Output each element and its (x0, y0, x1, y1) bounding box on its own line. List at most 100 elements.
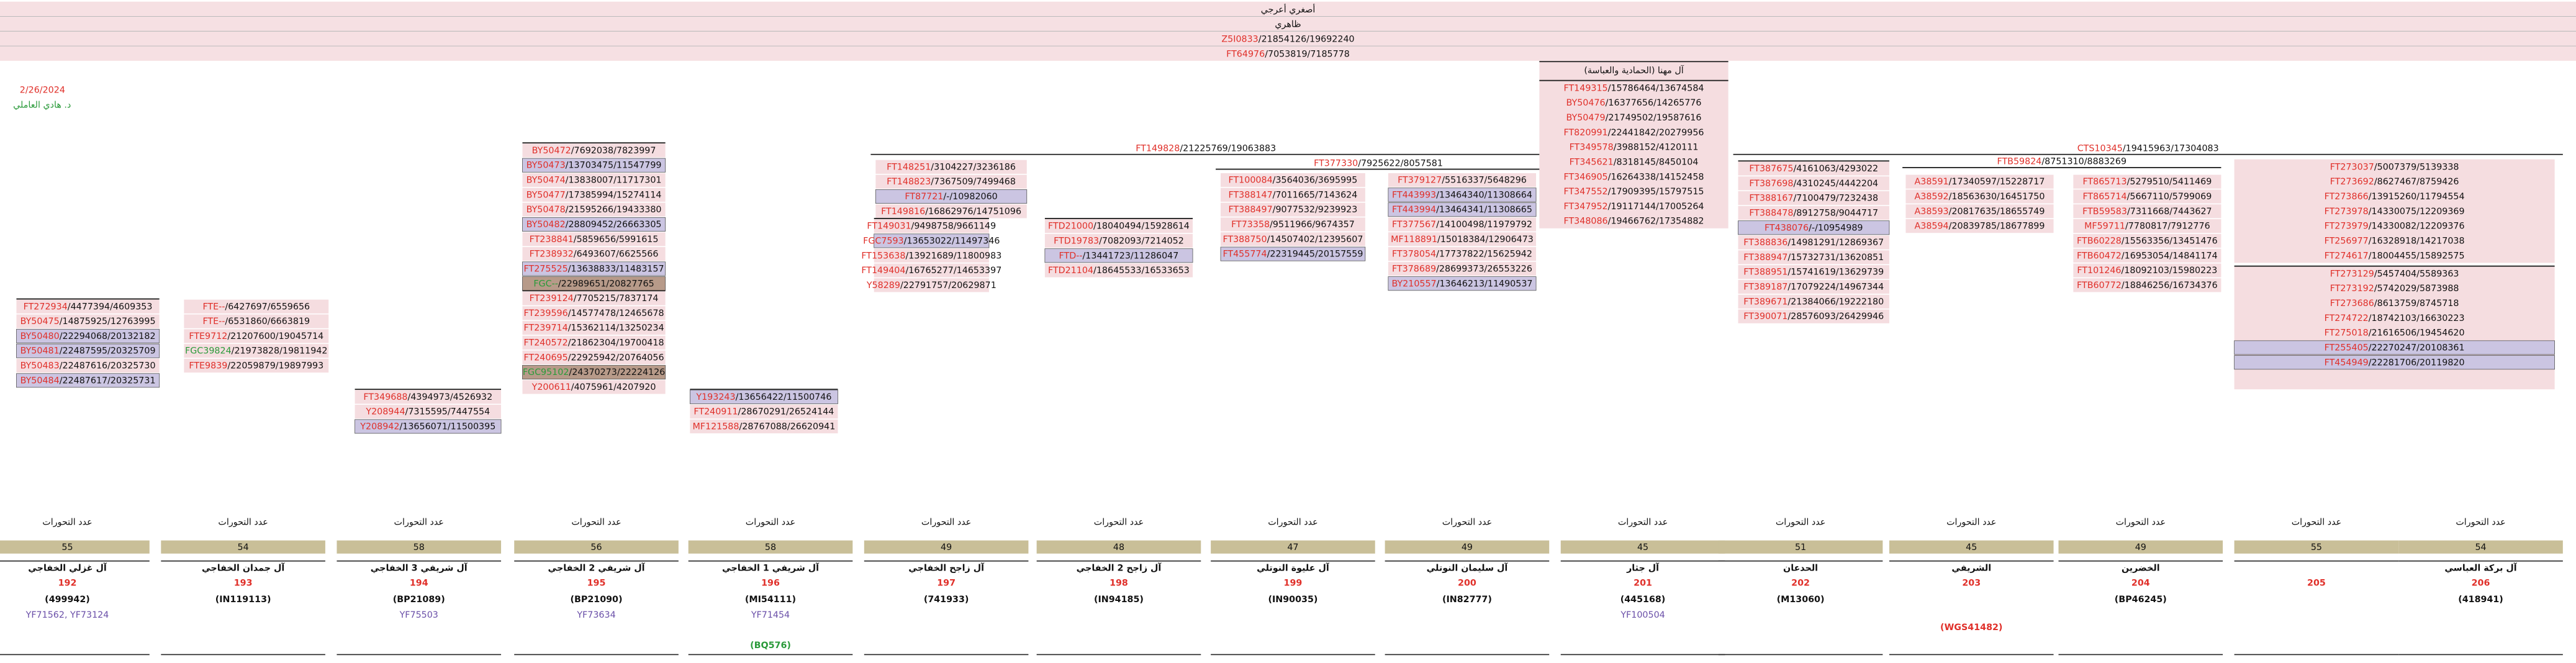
code: FT255405 (2325, 343, 2369, 353)
code: (MI54111) (745, 595, 796, 605)
count: 51 (1795, 543, 1806, 552)
position: /7780817/7912776 (2125, 222, 2210, 232)
position: /5742029/5873988 (2374, 284, 2459, 294)
entry-bg (355, 390, 502, 404)
position: /9077532/9239923 (1273, 205, 1358, 215)
name: آل جثار (1626, 562, 1660, 574)
code: FT273686 (2330, 299, 2374, 309)
position: /18742103/16630223 (2369, 313, 2465, 323)
entry: BY50476/16377656/14265776 (1566, 98, 1702, 108)
entry-bg (2073, 263, 2221, 277)
code: MF59711 (2084, 222, 2125, 232)
position: /28576093/26429946 (1787, 312, 1884, 322)
entry: FT101246/18092103/15980223 (2077, 266, 2217, 276)
entry: FT865713/5279510/5411469 (2082, 177, 2212, 187)
position: /8318145/8450104 (1614, 157, 1699, 167)
entry-bg (184, 358, 329, 373)
entry-bg (1388, 173, 1537, 187)
position: /13441723/11286047 (1083, 251, 1179, 261)
entry-bg (184, 344, 329, 358)
header-subtitle: ظاهري (1275, 20, 1301, 30)
entry: FT388951/15741619/13629739 (1743, 268, 1884, 277)
entry-bg (1220, 246, 1366, 261)
position: /21862304/19700418 (568, 338, 664, 348)
code: (445168) (1620, 595, 1666, 605)
entry: FGC--/22989651/20827765 (533, 279, 654, 289)
count-box (1036, 540, 1201, 554)
entry: FTD21000/18040494/15928614 (1048, 222, 1190, 232)
entry-bg (1044, 219, 1193, 233)
number: 195 (587, 578, 606, 588)
entry: FT348086/19466762/17354882 (1564, 217, 1704, 227)
entry-bg (689, 389, 838, 404)
position: /17909395/15797515 (1608, 187, 1704, 197)
header-row: Z5I0833/21854126/19692240 (1221, 35, 1354, 45)
entry-bg (874, 248, 989, 263)
columns-label: عدد التحورات (42, 517, 92, 527)
entry: FT275525/13638833/11483157 (524, 264, 664, 274)
entry: FT238932/6493607/6625566 (530, 250, 659, 259)
code: FT273979 (2325, 222, 2369, 232)
code: FT387675 (1749, 164, 1793, 174)
entry-bg (1388, 187, 1537, 202)
code: FT87721 (905, 192, 943, 202)
position: /22059879/19897993 (227, 361, 323, 371)
entry-bg (522, 187, 666, 202)
code: FTD19783 (1054, 236, 1099, 246)
code: FT454949 (2325, 358, 2369, 368)
name: الخضرين (2122, 564, 2160, 574)
code: FT273192 (2330, 284, 2374, 294)
entry-bg (522, 321, 666, 335)
entry: MF59711/7780817/7912776 (2084, 222, 2210, 232)
position: /18645533/16533653 (1093, 266, 1190, 276)
entry: BY50481/22487595/20325709 (20, 346, 156, 356)
position: /18846256/16734376 (2122, 281, 2218, 291)
entry: BY210557/13646213/11490537 (1391, 279, 1532, 289)
number: 199 (1284, 578, 1303, 588)
code: FT273866 (2325, 192, 2369, 202)
entry: FT379127/5516337/5648296 (1398, 176, 1527, 186)
entry: FT240572/21862304/19700418 (524, 338, 664, 348)
entry: FGC39824/21973828/19811942 (185, 346, 327, 356)
number: 192 (58, 578, 77, 588)
code: BY50472 (532, 146, 571, 156)
name: آل عليوة النوتلي (1257, 562, 1330, 574)
code: A38594 (1914, 222, 1948, 232)
entry: FT273692/8627467/8759426 (2330, 177, 2459, 187)
code: FT238932 (530, 250, 574, 259)
entry-bg (522, 335, 666, 350)
entry-bg (522, 217, 666, 232)
count-box (1385, 540, 1550, 554)
code: FT100084 (1229, 176, 1273, 186)
position: /7692038/7823997 (571, 146, 656, 156)
position: /13653022/11497346 (904, 236, 1000, 246)
entry-bg (1044, 263, 1193, 277)
entry-bg (355, 419, 502, 434)
position: /18563630/16451750 (1949, 192, 2045, 202)
code: FT274617 (2325, 251, 2369, 261)
entry: FT87721/-/10982060 (905, 192, 997, 202)
entry: A38593/20817635/18655749 (1914, 207, 2045, 217)
entry-bg (690, 419, 838, 434)
entry-bg (522, 306, 666, 320)
entry-bg (522, 350, 666, 364)
position: /21973828/19811942 (232, 346, 328, 356)
count-box (2058, 540, 2223, 554)
entry-bg (2073, 174, 2221, 189)
position: /15563356/13451476 (2122, 236, 2218, 246)
position: /15362114/13250234 (568, 323, 664, 333)
entry: FT443994/13464341/11308665 (1392, 205, 1532, 215)
entry: BY50478/21595266/19433380 (526, 205, 662, 215)
name: آل بركة العباسي (2444, 562, 2517, 574)
code: FT240572 (524, 338, 568, 348)
code: FT349578 (1570, 143, 1614, 153)
position: /3988152/4120111 (1614, 143, 1699, 153)
entry-bg (875, 189, 1028, 204)
entry: BY50472/7692038/7823997 (532, 146, 656, 156)
entry-bg (1044, 248, 1193, 263)
position: /21749502/19587616 (1606, 113, 1702, 123)
number: 198 (1109, 578, 1128, 588)
entry: MF118891/15018384/12906473 (1391, 235, 1534, 245)
entry: BY50479/21749502/19587616 (1566, 113, 1702, 123)
position: /22925942/20764056 (568, 353, 664, 363)
